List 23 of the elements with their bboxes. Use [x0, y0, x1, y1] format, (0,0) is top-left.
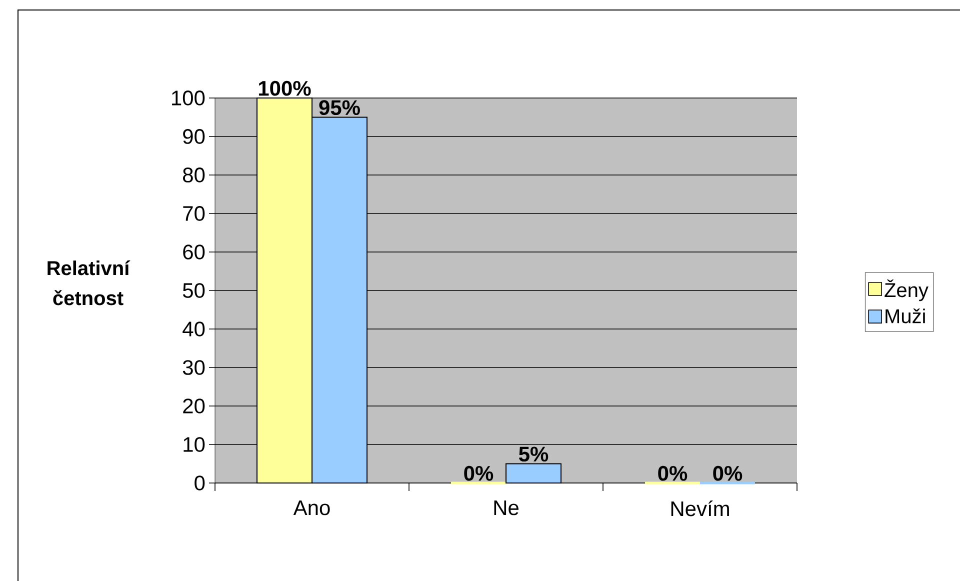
y-tick-label: 80 [183, 168, 205, 182]
data-label: 100% [258, 80, 311, 96]
data-label: 0% [658, 466, 688, 481]
legend-label: Muži [886, 308, 925, 324]
legend-label: Ženy [884, 280, 928, 302]
data-label: 95% [319, 100, 360, 116]
y-tick-label: 50 [182, 283, 205, 298]
y-tick-label: 100 [172, 90, 205, 106]
x-tick-label: Ne [494, 500, 518, 516]
x-tick-label: Nevím [671, 500, 729, 516]
y-axis-title: Relativní četnost [48, 260, 130, 306]
y-tick-label: 40 [182, 322, 205, 336]
y-tick-label: 60 [183, 244, 205, 260]
y-tick-label: 90 [183, 129, 205, 144]
data-label: 0% [464, 466, 494, 481]
y-tick-label: 30 [182, 360, 205, 375]
data-label: 5% [518, 446, 548, 462]
y-tick-label: 70 [183, 206, 205, 221]
data-label: 0% [713, 466, 742, 481]
x-tick-label: Ano [293, 500, 330, 516]
y-tick-label: 10 [184, 437, 205, 452]
y-tick-label: 20 [183, 398, 205, 414]
y-tick-label: 0 [194, 476, 205, 490]
